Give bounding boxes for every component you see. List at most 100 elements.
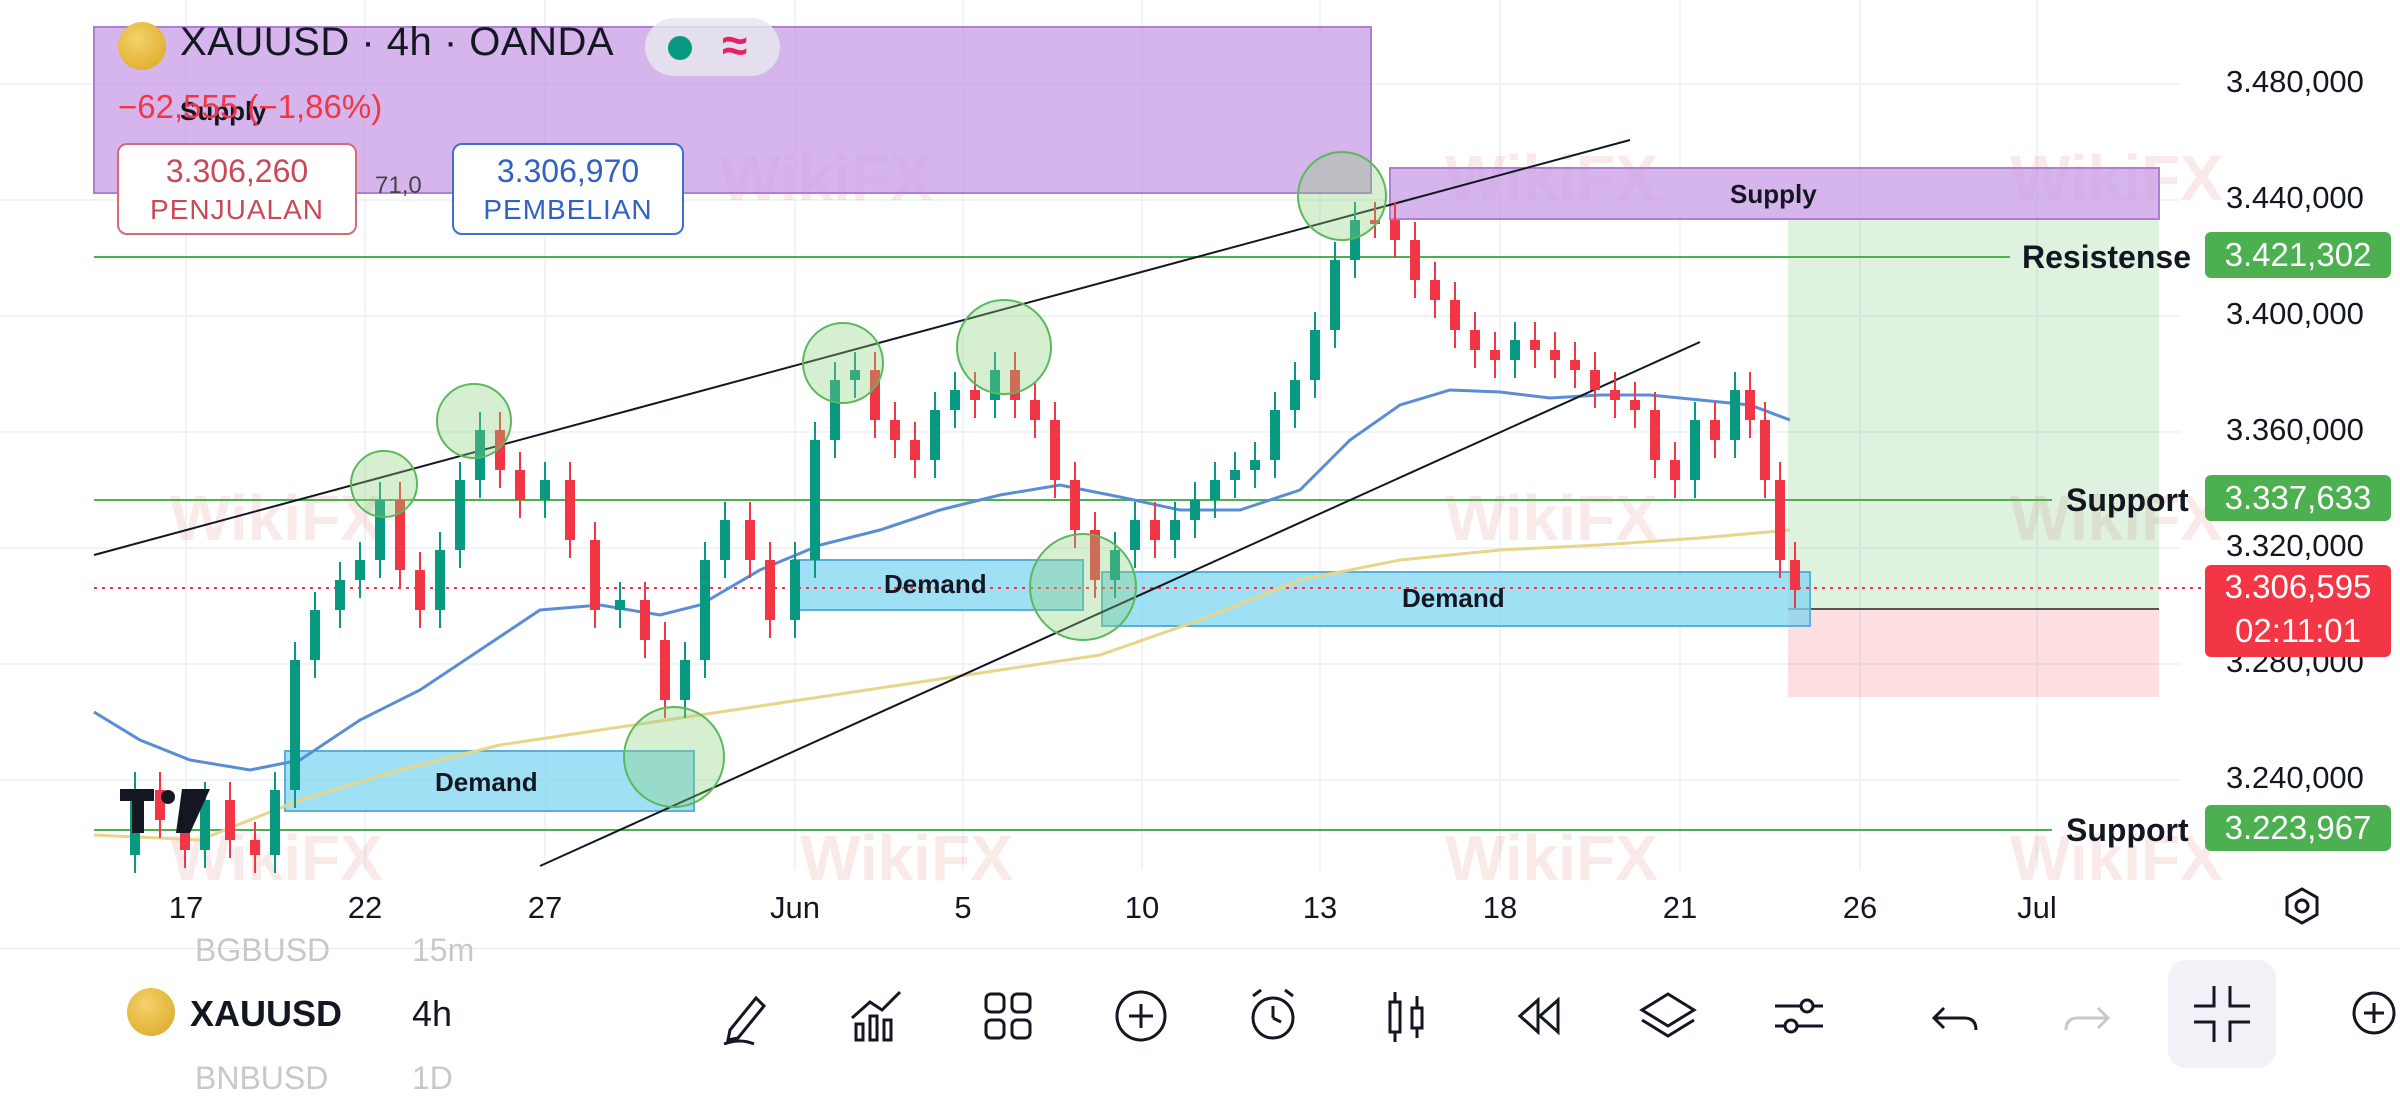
candle-body: [1450, 300, 1460, 330]
layouts-grid-button[interactable]: [972, 980, 1044, 1052]
ghost-symbol-top: BGBUSD: [195, 932, 331, 968]
exit-fullscreen-button[interactable]: [2168, 960, 2276, 1068]
current-price: 3.306,595: [2224, 568, 2372, 605]
candle-body: [1670, 460, 1680, 480]
date-axis-label: 17: [168, 890, 204, 925]
candle-body: [435, 550, 445, 610]
demand-left-label: Demand: [435, 767, 538, 797]
indicator-wave-icon[interactable]: ≈: [722, 19, 748, 71]
candle-body: [1610, 390, 1620, 400]
candle-body: [1745, 390, 1755, 420]
alarm-icon[interactable]: [1237, 980, 1309, 1052]
candle-body: [910, 440, 920, 460]
candle-body: [495, 430, 505, 470]
symbol-selector[interactable]: XAUUSD: [190, 993, 343, 1034]
demand-zone-left: [284, 750, 695, 812]
candle-body: [970, 390, 980, 400]
candle-body: [1630, 400, 1640, 410]
candle-body: [1760, 420, 1770, 480]
replay-icon[interactable]: [1502, 980, 1574, 1052]
gold-symbol-icon: [127, 988, 175, 1036]
candle-body: [790, 560, 800, 620]
candle-body: [270, 790, 280, 855]
price-chart[interactable]: WikiFX WikiFX WikiFX WikiFX WikiFX WikiF…: [0, 0, 2400, 940]
date-axis-label: 13: [1302, 890, 1338, 925]
candle-body: [1230, 470, 1240, 480]
candle-body: [1150, 520, 1160, 540]
support1-label: Support: [2066, 482, 2189, 518]
add-button[interactable]: [1105, 980, 1177, 1052]
supply-top-label: Supply: [180, 96, 267, 126]
candle-body: [1430, 280, 1440, 300]
price-axis-label: 3.240,000: [2226, 760, 2364, 795]
ghost-symbol-bottom: BNBUSD: [195, 1060, 329, 1096]
candle-body: [310, 610, 320, 660]
resistance-label: Resistense: [2022, 239, 2191, 275]
candle-body: [850, 370, 860, 380]
support2-price-tag: 3.223,967: [2205, 805, 2391, 851]
redo-icon[interactable]: [2050, 980, 2122, 1052]
candle-body: [455, 480, 465, 550]
candle-body: [1390, 220, 1400, 240]
sell-label: PENJUALAN: [150, 194, 324, 225]
layers-icon[interactable]: [1632, 980, 1704, 1052]
candle-body: [1370, 220, 1380, 224]
date-axis-label: 27: [527, 890, 563, 925]
undo-icon[interactable]: [1920, 980, 1992, 1052]
status-pill[interactable]: [645, 18, 780, 76]
watermark-text: WikiFX: [2010, 822, 2223, 894]
watermark-text: WikiFX: [1445, 822, 1658, 894]
settings-sliders-icon[interactable]: [1763, 980, 1835, 1052]
ghost-tf-bottom: 1D: [412, 1060, 453, 1096]
candle-body: [1410, 240, 1420, 280]
candle-body: [225, 800, 235, 840]
candle-type-button[interactable]: [1370, 980, 1442, 1052]
buy-button[interactable]: 3.306,970 PEMBELIAN: [452, 143, 684, 235]
candle-body: [375, 500, 385, 560]
target-zone: [1788, 219, 2159, 609]
price-axis-label: 3.480,000: [2226, 64, 2364, 99]
candle-body: [1130, 520, 1140, 550]
sell-button[interactable]: 3.306,260 PENJUALAN: [117, 143, 357, 235]
bar-countdown: 02:11:01: [2234, 612, 2361, 649]
candle-body: [680, 660, 690, 700]
price-axis-label: 3.360,000: [2226, 412, 2364, 447]
candle-body: [1650, 410, 1660, 460]
date-axis-label: 22: [347, 890, 383, 925]
candle-body: [1590, 370, 1600, 390]
candle-body: [1030, 400, 1040, 420]
candle-body: [515, 470, 525, 500]
ma-yellow-line: [93, 528, 1791, 842]
timeframe-selector[interactable]: 4h: [412, 993, 453, 1034]
candle-body: [930, 410, 940, 460]
candle-body: [1190, 500, 1200, 520]
candle-body: [1270, 410, 1280, 460]
candle-body: [1775, 480, 1785, 560]
chart-settings-icon[interactable]: [2282, 886, 2322, 926]
candle-body: [1250, 460, 1260, 470]
price-axis-label: 3.320,000: [2226, 528, 2364, 563]
bottom-toolbar: [0, 948, 2400, 1081]
demand-right-label: Demand: [1402, 583, 1505, 613]
drawing-tool-button[interactable]: [710, 980, 782, 1052]
candle-body: [590, 540, 600, 610]
candle-body: [395, 500, 405, 570]
candle-body: [200, 800, 210, 850]
candle-body: [660, 640, 670, 700]
price-axis-label: 3.440,000: [2226, 180, 2364, 215]
demand-zone-mid: [792, 559, 1084, 611]
date-axis-label: 5: [954, 890, 972, 925]
candle-body: [1310, 330, 1320, 380]
watermark-text: WikiFX: [2010, 482, 2223, 554]
ghost-tf-top: 15m: [412, 932, 475, 968]
zoom-in-icon[interactable]: [2344, 985, 2400, 1045]
candle-body: [355, 560, 365, 580]
candle-body: [720, 520, 730, 560]
supply-zone-right: [1389, 167, 2160, 220]
indicators-button[interactable]: [840, 980, 912, 1052]
price-change: −62,555 (−1,86%): [118, 88, 383, 125]
ma-blue-line: [93, 388, 1791, 772]
support2-label: Support: [2066, 812, 2189, 848]
date-axis-label: 18: [1482, 890, 1518, 925]
candle-body: [870, 370, 880, 420]
